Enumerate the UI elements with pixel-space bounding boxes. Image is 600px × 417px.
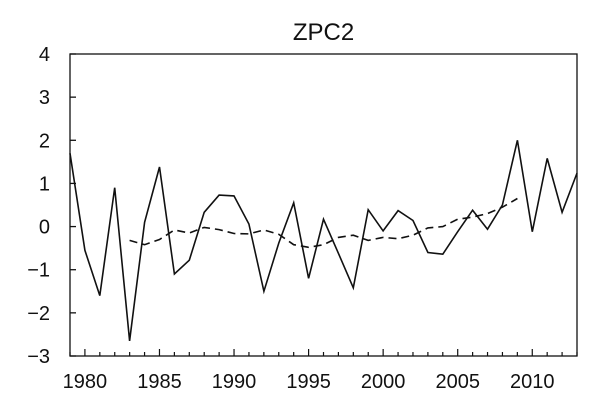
chart-title: ZPC2 [293,19,354,46]
y-tick-label: 2 [39,130,50,152]
y-tick-label: 0 [39,217,50,239]
x-tick-label: 1980 [63,371,108,393]
plot-frame [69,53,578,357]
x-tick-label: 1995 [286,371,331,393]
y-axis: 4 3 2 1 0 −1 −2 −3 [27,44,76,368]
y-tick-label: −3 [27,346,50,368]
x-tick-label: 1990 [212,371,257,393]
x-tick-label: 2010 [510,371,555,393]
y-tick-label: 4 [39,44,50,66]
x-tick-label: 2000 [361,371,406,393]
x-tick-label: 2005 [435,371,480,393]
series-line-dashed [129,197,518,249]
y-tick-label: −1 [27,260,50,282]
x-axis: 1980 1985 1990 1995 2000 2005 2010 [63,349,578,393]
x-tick-label: 1985 [137,371,182,393]
y-tick-label: −2 [27,303,50,325]
series-line-solid [69,140,578,342]
y-tick-label: 1 [39,173,50,195]
y-tick-label: 3 [39,87,50,109]
series-layer [69,140,578,342]
